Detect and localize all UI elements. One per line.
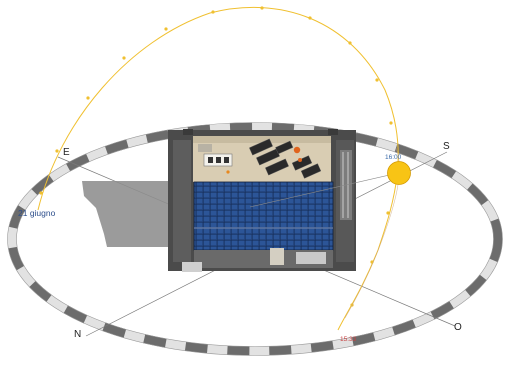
compass-label-north: N <box>74 329 82 340</box>
compass-ring <box>7 122 503 356</box>
compass-label-west: O <box>454 322 462 333</box>
compass-label-south: S <box>443 141 450 152</box>
building-shadow <box>82 181 170 247</box>
building-model <box>168 129 356 272</box>
compass-label-east: E <box>63 147 70 158</box>
current-time-label[interactable]: 16:00 <box>385 154 402 161</box>
sun-path-arc <box>37 6 399 331</box>
end-time-label[interactable]: 15:33 <box>340 336 357 343</box>
sun-ray <box>249 172 399 208</box>
sun-icon[interactable] <box>387 161 411 185</box>
date-label[interactable]: 21 giugno <box>18 208 56 218</box>
